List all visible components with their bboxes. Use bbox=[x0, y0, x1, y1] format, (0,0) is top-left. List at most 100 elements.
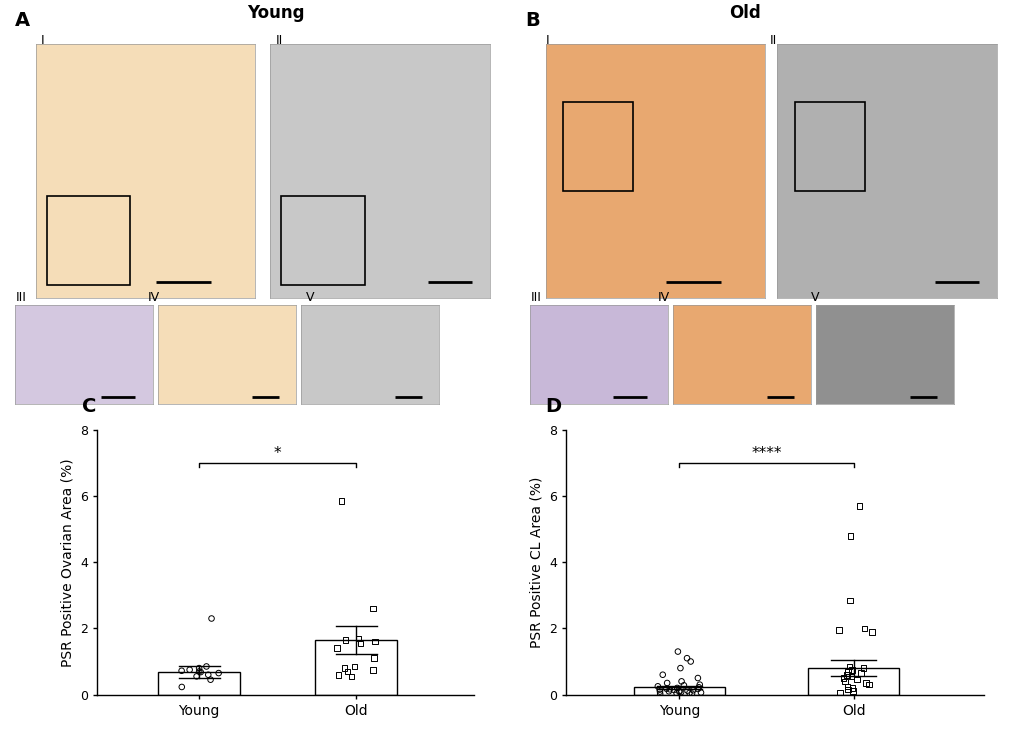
Point bbox=[173, 665, 190, 677]
Point bbox=[210, 667, 226, 679]
Point bbox=[366, 653, 382, 664]
Point bbox=[690, 681, 706, 693]
Point bbox=[352, 637, 368, 649]
Point bbox=[683, 688, 699, 700]
Text: ****: **** bbox=[751, 446, 781, 462]
Point bbox=[173, 681, 190, 693]
Point bbox=[860, 679, 876, 691]
Y-axis label: PSR Positive Ovarian Area (%): PSR Positive Ovarian Area (%) bbox=[60, 458, 74, 667]
Point bbox=[669, 646, 686, 658]
Point bbox=[839, 666, 855, 678]
Point bbox=[366, 636, 382, 648]
Point bbox=[843, 670, 859, 682]
Text: III: III bbox=[15, 291, 26, 304]
Point bbox=[685, 684, 701, 696]
Point bbox=[200, 669, 216, 681]
Point bbox=[328, 642, 344, 654]
Point bbox=[365, 603, 381, 614]
Point bbox=[658, 677, 675, 689]
Point bbox=[679, 653, 695, 664]
Text: II: II bbox=[275, 34, 282, 47]
Point bbox=[350, 632, 366, 644]
Point bbox=[844, 685, 860, 697]
Text: A: A bbox=[15, 11, 31, 29]
Point bbox=[843, 664, 859, 675]
Point bbox=[842, 530, 858, 542]
Point bbox=[651, 684, 667, 695]
Point bbox=[839, 684, 855, 695]
Text: IV: IV bbox=[148, 291, 160, 304]
Text: D: D bbox=[545, 397, 561, 415]
Point bbox=[665, 684, 682, 696]
Point bbox=[844, 682, 860, 694]
Point bbox=[651, 686, 667, 698]
Point bbox=[193, 666, 209, 678]
Text: I: I bbox=[545, 34, 549, 47]
Point bbox=[681, 687, 697, 699]
Point bbox=[365, 664, 381, 675]
Text: C: C bbox=[82, 397, 96, 415]
Point bbox=[689, 672, 705, 684]
Point bbox=[649, 681, 665, 692]
Point bbox=[657, 683, 674, 695]
Point bbox=[838, 669, 854, 681]
Text: Young: Young bbox=[247, 4, 304, 22]
Point bbox=[673, 675, 689, 687]
Point bbox=[661, 684, 678, 695]
Point bbox=[832, 687, 848, 699]
Text: I: I bbox=[41, 34, 45, 47]
Point bbox=[333, 495, 350, 507]
Point bbox=[679, 685, 695, 697]
Point bbox=[654, 669, 671, 681]
Text: II: II bbox=[769, 34, 776, 47]
Point bbox=[848, 674, 864, 686]
Point bbox=[189, 670, 205, 682]
Point bbox=[841, 661, 857, 673]
Bar bbox=[634, 687, 723, 695]
Point bbox=[339, 666, 356, 678]
Point bbox=[857, 677, 873, 689]
Y-axis label: PSR Positive CL Area (%): PSR Positive CL Area (%) bbox=[529, 476, 543, 648]
Text: B: B bbox=[525, 11, 539, 29]
Text: V: V bbox=[810, 291, 818, 304]
Point bbox=[671, 685, 687, 697]
Point bbox=[660, 685, 677, 697]
Point bbox=[181, 664, 198, 675]
Point bbox=[343, 670, 360, 682]
Bar bbox=[158, 672, 239, 695]
Point bbox=[835, 672, 851, 684]
Text: Old: Old bbox=[728, 4, 760, 22]
Point bbox=[337, 634, 354, 646]
Point bbox=[330, 669, 346, 681]
Point bbox=[668, 682, 685, 694]
Point bbox=[671, 686, 687, 698]
Point bbox=[837, 675, 853, 687]
Point bbox=[855, 662, 871, 674]
Point bbox=[856, 623, 872, 634]
Point bbox=[191, 662, 207, 674]
Bar bbox=[315, 640, 396, 695]
Text: *: * bbox=[274, 446, 281, 462]
Text: IV: IV bbox=[657, 291, 669, 304]
Point bbox=[692, 686, 708, 698]
Point bbox=[667, 687, 684, 699]
Point bbox=[830, 624, 847, 636]
Text: V: V bbox=[306, 291, 314, 304]
Text: III: III bbox=[530, 291, 541, 304]
Point bbox=[202, 674, 218, 686]
Point bbox=[852, 667, 868, 679]
Point bbox=[203, 613, 219, 625]
Point bbox=[851, 501, 867, 512]
Point bbox=[198, 661, 214, 673]
Point bbox=[841, 595, 857, 606]
Point bbox=[345, 661, 362, 673]
Point bbox=[651, 688, 667, 700]
Point bbox=[672, 662, 688, 674]
Point bbox=[691, 679, 707, 691]
Point bbox=[336, 662, 353, 674]
Bar bbox=[807, 668, 898, 695]
Point bbox=[191, 666, 207, 678]
Point bbox=[839, 681, 855, 692]
Point bbox=[673, 686, 689, 698]
Point bbox=[682, 656, 698, 667]
